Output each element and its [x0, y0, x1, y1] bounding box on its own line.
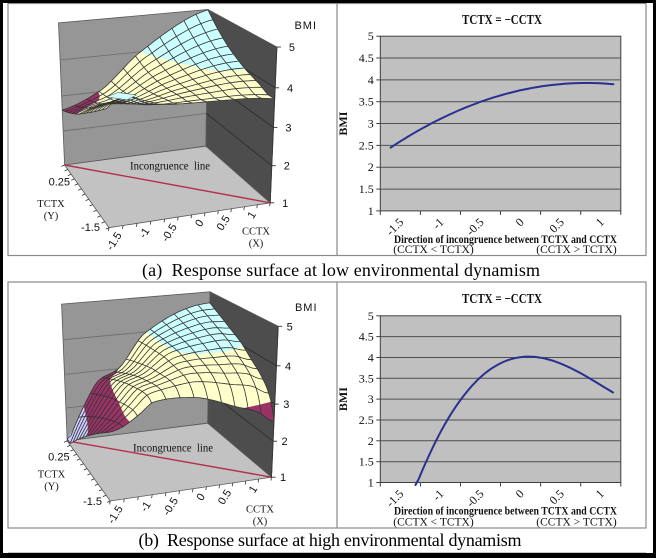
svg-text:-1.5: -1.5 — [83, 496, 102, 508]
svg-text:3.5: 3.5 — [359, 95, 374, 109]
svg-text:(b) Response surface at high: (b) Response surface at high environment… — [139, 530, 522, 551]
svg-text:BMI: BMI — [336, 387, 350, 411]
svg-text:(CCTX < TCTX): (CCTX < TCTX) — [393, 244, 474, 256]
svg-text:2: 2 — [284, 161, 290, 173]
svg-text:TCTX: TCTX — [38, 470, 66, 481]
svg-text:(X): (X) — [249, 239, 264, 250]
svg-text:4: 4 — [287, 83, 293, 95]
svg-text:Direction of incongruence betw: Direction of incongruence between TCTX a… — [394, 234, 618, 246]
svg-text:5: 5 — [368, 309, 374, 323]
svg-text:4: 4 — [368, 73, 374, 87]
svg-text:2.5: 2.5 — [359, 138, 374, 152]
svg-text:3: 3 — [368, 117, 374, 131]
svg-text:2: 2 — [368, 160, 374, 174]
svg-text:0.25: 0.25 — [48, 452, 69, 464]
svg-text:Incongruence line: Incongruence line — [130, 159, 210, 173]
svg-text:BMI: BMI — [295, 20, 317, 32]
svg-text:TCTX: TCTX — [37, 199, 65, 210]
svg-text:TCTX = −CCTX: TCTX = −CCTX — [462, 291, 542, 306]
svg-text:(CCTX > TCTX): (CCTX > TCTX) — [536, 517, 617, 529]
svg-text:BMI: BMI — [336, 111, 350, 135]
svg-text:5: 5 — [287, 321, 293, 333]
svg-text:0: 0 — [193, 218, 206, 230]
svg-text:1.5: 1.5 — [359, 182, 374, 196]
svg-text:Incongruence line: Incongruence line — [133, 441, 213, 455]
svg-text:BMI: BMI — [295, 302, 317, 314]
svg-text:1: 1 — [282, 198, 288, 210]
svg-text:1: 1 — [280, 472, 286, 484]
svg-text:2.5: 2.5 — [359, 413, 374, 427]
svg-text:1: 1 — [368, 204, 374, 218]
svg-text:1: 1 — [246, 210, 259, 222]
svg-text:(Y): (Y) — [44, 482, 59, 493]
svg-text:0: 0 — [195, 492, 208, 504]
svg-text:1: 1 — [247, 484, 260, 496]
svg-text:1: 1 — [368, 476, 374, 490]
svg-text:3: 3 — [283, 399, 289, 411]
svg-text:3: 3 — [285, 122, 291, 134]
svg-text:3: 3 — [368, 392, 374, 406]
svg-text:Direction of incongruence betw: Direction of incongruence between TCTX a… — [394, 506, 618, 518]
svg-text:3.5: 3.5 — [359, 371, 374, 385]
svg-text:(Y): (Y) — [44, 211, 59, 222]
svg-text:4: 4 — [285, 361, 291, 373]
svg-text:(CCTX > TCTX): (CCTX > TCTX) — [536, 244, 617, 256]
svg-text:5: 5 — [289, 42, 295, 54]
svg-text:1.5: 1.5 — [359, 455, 374, 469]
svg-text:2: 2 — [368, 434, 374, 448]
svg-text:-1.5: -1.5 — [81, 222, 100, 234]
svg-text:4.5: 4.5 — [359, 51, 374, 65]
svg-text:TCTX = −CCTX: TCTX = −CCTX — [462, 12, 542, 27]
svg-text:(CCTX < TCTX): (CCTX < TCTX) — [393, 517, 474, 529]
svg-text:0.25: 0.25 — [49, 177, 70, 189]
svg-text:4.5: 4.5 — [359, 330, 374, 344]
svg-text:2: 2 — [282, 436, 288, 448]
svg-text:(X): (X) — [253, 517, 268, 528]
svg-text:CCTX: CCTX — [246, 505, 274, 516]
svg-text:(a) Response surface at low e: (a) Response surface at low environmenta… — [142, 260, 540, 281]
svg-text:5: 5 — [368, 29, 374, 43]
svg-text:4: 4 — [368, 351, 374, 365]
svg-text:CCTX: CCTX — [242, 227, 270, 238]
